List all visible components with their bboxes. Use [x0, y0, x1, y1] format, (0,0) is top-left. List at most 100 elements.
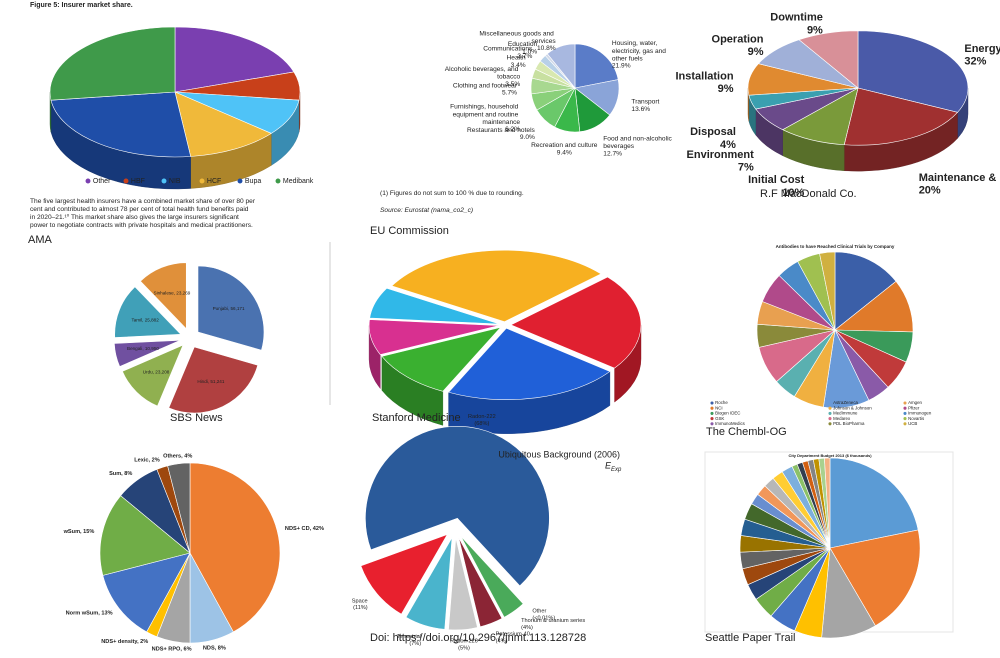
pie: Radon-222(68%) Other(<0.01%)Thorium & ura…: [352, 415, 586, 652]
legend-swatch: [903, 411, 907, 415]
pie-slice: [369, 287, 500, 325]
chart-title: City Department Budget 2013 ($ thousands…: [788, 453, 872, 458]
pie-slice: [174, 26, 295, 93]
value-label: NDS+ CD, 42%: [285, 526, 324, 532]
slice-label: Operation: [712, 33, 764, 45]
value-label: 12.7%: [603, 151, 622, 158]
slice-label: Environment: [687, 149, 755, 161]
value-label: (7%): [409, 641, 421, 647]
value-label: 9%: [718, 83, 734, 95]
slice-label: Initial Cost: [748, 174, 805, 186]
legend-label: UCB: [908, 421, 917, 426]
legend-label: Bupa: [245, 178, 261, 185]
pie-slice: [114, 286, 182, 338]
value-label: 9.4%: [557, 149, 572, 156]
pie: NDS+ CD, 42% NDS, 8% NDS+ RPO, 6% NDS+ dens…: [63, 453, 324, 652]
pie-slice: [798, 30, 859, 89]
legend-label: PDL BioPharma: [833, 421, 865, 426]
pie-slice: [857, 30, 969, 113]
legend-swatch: [828, 401, 832, 405]
value-label: 1.0%: [522, 48, 537, 55]
pie: Housing, water, electricity, gas and oth…: [445, 30, 674, 158]
slice-label: Disposal: [690, 126, 736, 138]
legend-swatch: [710, 411, 714, 415]
legend-label: MedImmune: [833, 411, 858, 416]
slice-label: Sinhalese, 23,269: [154, 290, 191, 295]
slice-label: Radon-220: [450, 639, 478, 645]
value-label: 10.8%: [537, 45, 556, 52]
slice-label: Miscellaneous goods and services: [479, 30, 556, 45]
value-label: 10%: [782, 187, 804, 199]
value-label: 4%: [720, 139, 736, 151]
legend-swatch: [828, 417, 832, 421]
legend-swatch: [710, 417, 714, 421]
legend-label: AstraZeneca: [833, 400, 858, 405]
legend-swatch: [275, 178, 281, 184]
legend-swatch: [710, 422, 714, 426]
value-label: (<0.01%): [532, 616, 555, 622]
slice-label: Clothing and footwear: [453, 82, 518, 89]
slice-label: Energy: [964, 43, 1000, 55]
slice-label: Health: [507, 54, 526, 61]
slice-label: Thorium & uranium series: [521, 618, 585, 624]
value-label: 3.4%: [511, 62, 526, 69]
pie-slice: [368, 319, 500, 355]
slice-label: Transport: [631, 98, 659, 105]
value-label: NDS+ RPO, 6%: [152, 647, 192, 653]
slice-label: Potassium-40: [496, 632, 530, 638]
pie-slice: [197, 265, 265, 351]
pie-slice: [458, 537, 503, 628]
legend-label: Immunogen: [908, 411, 932, 416]
pie-slice: [114, 339, 181, 367]
value-label: NDS, 8%: [203, 645, 226, 651]
legend-swatch: [85, 178, 91, 184]
pie-slice: [510, 276, 642, 369]
slice-label: Communications: [483, 45, 533, 52]
slice-label: Installation: [675, 70, 733, 82]
slice-label: Space: [352, 599, 368, 605]
value-label: 21.9%: [612, 63, 631, 70]
pie-slice: [461, 535, 525, 604]
slice-label: Downtime: [770, 12, 823, 24]
value-label: Sum, 8%: [109, 471, 132, 477]
pie-slice: [50, 91, 192, 158]
pie: [368, 249, 642, 434]
pie-slice: [391, 249, 602, 323]
legend-label: GSK: [715, 416, 724, 421]
caption: Doi: https://doi.org/10.2967/jnmt.113.12…: [370, 632, 586, 644]
pie-slice: [99, 495, 191, 576]
value-label: (4%): [521, 625, 533, 631]
slice-label: Alcoholic beverages, and tobacco: [445, 66, 521, 81]
value-label: Lexic, 2%: [134, 457, 160, 463]
legend-label: HBF: [131, 178, 145, 185]
caption: Seattle Paper Trail: [705, 632, 796, 644]
value-label: 20%: [919, 185, 941, 197]
value-label: (4%): [496, 638, 508, 644]
pie-slice: [168, 346, 259, 414]
pie-slice: [819, 251, 836, 331]
value-label: wSum, 15%: [63, 529, 95, 535]
pie-slice: [49, 26, 176, 101]
slice-label: Other: [532, 609, 546, 615]
note: (1) Figures do not sum to 100 % due to r…: [380, 190, 524, 197]
legend-swatch: [123, 178, 129, 184]
legend-swatch: [903, 422, 907, 426]
legend-swatch: [237, 178, 243, 184]
legend-label: NIB: [169, 178, 181, 185]
slice-label: Education: [508, 41, 538, 48]
caption: AMA: [28, 234, 53, 246]
value-label: 9%: [807, 24, 823, 36]
value-label: 3.5%: [505, 81, 520, 88]
legend-label: HCF: [207, 178, 221, 185]
legend-swatch: [828, 406, 832, 410]
slice-label: Food and non-alcoholic beverages: [603, 135, 673, 150]
pie: [756, 251, 914, 409]
value-label: 13.6%: [631, 106, 650, 113]
legend-label: Novartis: [908, 416, 925, 421]
pie-slice: [843, 87, 959, 146]
legend-swatch: [710, 406, 714, 410]
legend-label: Pfizer: [908, 405, 920, 410]
value-label: (5%): [458, 646, 470, 652]
legend-swatch: [710, 401, 714, 405]
